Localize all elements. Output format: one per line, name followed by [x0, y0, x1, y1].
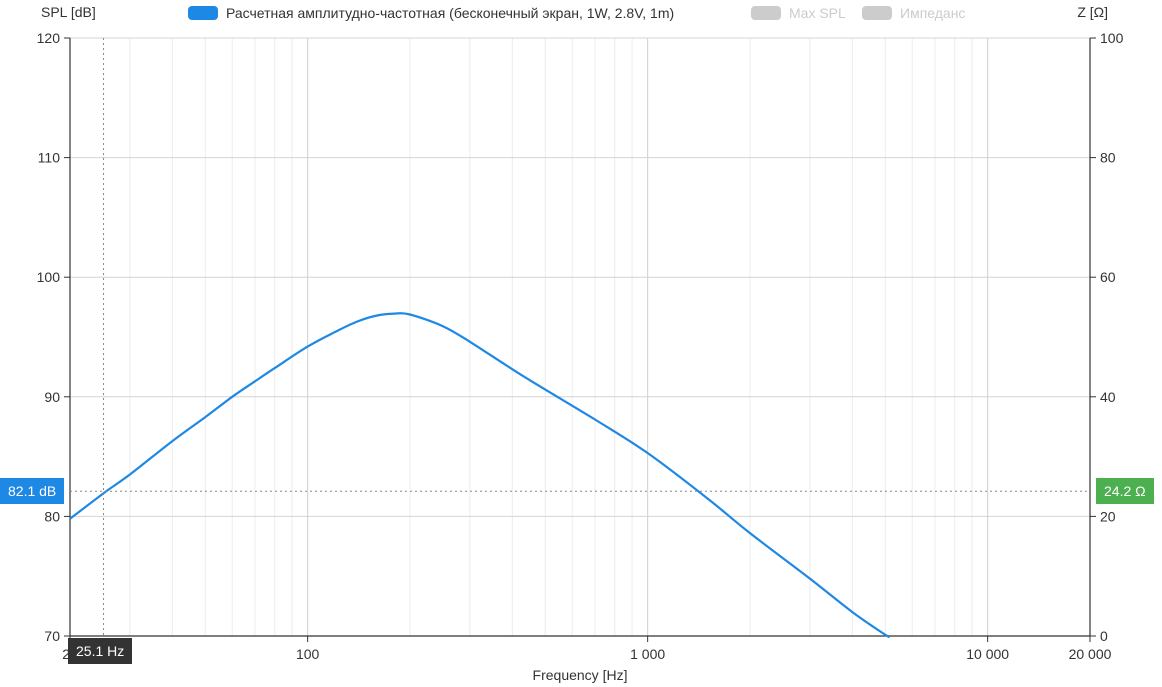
x-tick-label: 100: [296, 646, 320, 662]
grid: [69, 37, 1091, 636]
y2-axis-title: Z [Ω]: [1077, 4, 1108, 20]
x-axis-title: Frequency [Hz]: [533, 667, 628, 683]
y-tick-label: 110: [38, 150, 61, 166]
y-tick-label: 80: [44, 508, 60, 524]
y2-tick-label: 100: [1100, 30, 1124, 46]
crosshair-impedance-readout: 24.2 Ω: [1096, 478, 1154, 504]
y2-tick-label: 0: [1100, 628, 1108, 644]
y-tick-label: 100: [37, 269, 61, 285]
legend-swatch-impedance: [862, 6, 892, 20]
y-axis-title: SPL [dB]: [41, 4, 96, 20]
legend-swatch-frequency-response: [188, 6, 218, 20]
y2-tick-label: 60: [1100, 269, 1116, 285]
legend-item-max-spl[interactable]: Max SPL: [751, 3, 846, 23]
legend-swatch-max-spl: [751, 6, 781, 20]
y2-tick-label: 20: [1100, 508, 1116, 524]
legend-label-frequency-response: Расчетная амплитудно-частотная (бесконеч…: [226, 5, 675, 21]
series-line-0: [69, 312, 890, 638]
crosshair-spl-readout: 82.1 dB: [0, 478, 65, 504]
y2-tick-label: 40: [1100, 389, 1116, 405]
x-tick-label: 20 000: [1069, 646, 1112, 662]
y-tick-label: 90: [44, 389, 60, 405]
y2-tick-label: 80: [1100, 150, 1116, 166]
crosshair: [70, 38, 1090, 636]
legend-label-impedance: Импеданс: [900, 5, 966, 21]
y-tick-label: 70: [44, 628, 60, 644]
y-tick-label: 120: [37, 30, 61, 46]
legend-item-impedance[interactable]: Импеданс: [862, 3, 965, 23]
axes: 708090100110120020406080100201001 00010 …: [37, 30, 1124, 662]
x-tick-label: 10 000: [966, 646, 1009, 662]
series-layer: [69, 312, 890, 638]
x-tick-label: 1 000: [630, 646, 665, 662]
legend-label-max-spl: Max SPL: [789, 5, 846, 21]
legend-item-frequency-response[interactable]: Расчетная амплитудно-частотная (бесконеч…: [188, 3, 674, 23]
crosshair-frequency-readout: 25.1 Hz: [68, 638, 133, 664]
